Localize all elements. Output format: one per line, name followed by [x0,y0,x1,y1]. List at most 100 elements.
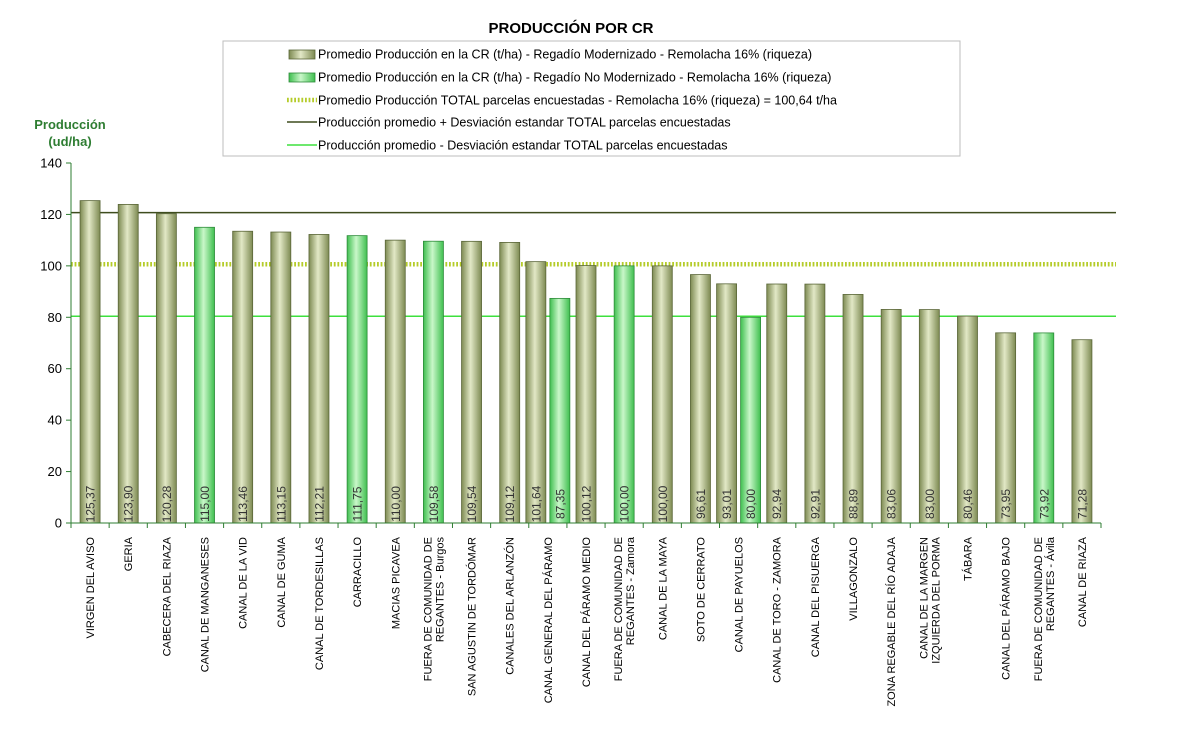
legend-item-average: Promedio Producción TOTAL parcelas encue… [287,94,837,108]
data-label: 80,46 [961,489,975,519]
data-label: 96,61 [694,489,708,519]
data-label: 110,00 [389,486,403,522]
data-label: 100,00 [656,485,670,522]
bars [79,200,1093,524]
data-label: 109,12 [503,485,517,522]
bar-modernizado [384,239,406,524]
data-label: 109,54 [465,485,479,522]
data-label: 92,94 [770,489,784,519]
data-label: 120,28 [160,485,174,522]
bar-modernizado [690,274,711,524]
legend-item-minus-std: Producción promedio - Desviación estanda… [287,139,727,153]
x-category-label: FUERA DE COMUNIDAD DEREGANTES - Ávila [1033,536,1057,681]
y-tick-label: 100 [40,258,62,273]
bar-modernizado [308,234,330,524]
data-labels: 125,37 123,90 120,28 115,00 113,46 113,15 112,… [84,485,1090,522]
data-label: 112,21 [312,486,326,522]
data-label: 101,64 [529,485,543,522]
y-axis-title-line1: Producción [34,117,106,132]
y-tick-label: 80 [48,310,62,325]
bar-no-modernizado [613,265,635,524]
bar-modernizado [117,203,139,524]
x-category-label: SAN AGUSTIN DE TORDÓMAR [466,537,479,696]
x-category-label: CANALES DEL ARLANZÓN [504,537,517,675]
x-category-label: SOTO DE CERRATO [695,537,707,643]
y-tick-label: 60 [48,361,62,376]
x-category-label: CANAL DE MANGANESES [200,537,212,672]
legend-label: Promedio Producción en la CR (t/ha) - Re… [318,71,831,85]
legend-label: Promedio Producción en la CR (t/ha) - Re… [318,48,812,62]
y-tick-label: 0 [55,516,62,531]
legend-item-no-modernizado: Promedio Producción en la CR (t/ha) - Re… [288,71,831,85]
bar-no-modernizado [423,240,444,524]
x-category-label: CANAL GENERAL DEL PÁRAMO [542,537,555,704]
legend-label: Producción promedio - Desviación estanda… [318,139,727,153]
x-category-label: VILLAGONZALO [848,537,860,621]
x-category-label: VIRGEN DEL AVISO [85,537,97,639]
x-category-label: CANAL DE TORO - ZAMORA [772,536,784,683]
data-label: 93,01 [720,489,734,519]
legend-item-plus-std: Producción promedio + Desviación estanda… [287,116,731,130]
x-category-label: CANAL DE LA VID [238,537,250,629]
y-tick-label: 140 [40,156,62,171]
x-category-label: CANAL DEL PÁRAMO BAJO [1000,537,1013,680]
data-label: 125,37 [84,485,98,522]
bar-modernizado [461,240,482,524]
data-label: 113,15 [274,486,288,522]
data-label: 88,89 [847,489,861,519]
chart-title: PRODUCCIÓN POR CR [488,19,653,37]
y-tick-label: 120 [40,207,62,222]
data-label: 80,00 [744,489,758,519]
bar-modernizado [499,242,521,524]
data-label: 83,06 [885,489,899,519]
bar-modernizado [155,213,177,524]
bar-modernizado [232,230,254,524]
bar-modernizado [842,294,864,524]
y-axis-title-line2: (ud/ha) [48,134,91,149]
data-label: 123,90 [122,485,136,522]
data-label: 73,95 [999,489,1013,519]
legend-label: Producción promedio + Desviación estanda… [318,116,731,130]
x-category-label: MACIAS PICAVEA [390,536,402,629]
x-category-label: CANAL DE LA MARGENIZQUIERDA DEL PORMA [918,536,942,663]
bar-modernizado [716,283,737,524]
data-label: 100,00 [618,485,632,522]
bar-no-modernizado [194,226,215,524]
legend-box [222,40,961,157]
bar-modernizado [651,265,673,524]
legend-swatch [288,72,316,83]
data-label: 115,00 [198,486,212,522]
x-category-label: CARRACILLO [352,537,364,608]
legend-item-modernizado: Promedio Producción en la CR (t/ha) - Re… [288,48,812,62]
data-label: 100,12 [580,485,594,522]
legend: Promedio Producción en la CR (t/ha) - Re… [222,40,961,157]
data-label: 71,28 [1075,489,1089,519]
x-category-label: FUERA DE COMUNIDAD DEREGANTES - Zamora [613,536,637,681]
x-category-label: CANAL DE LA MAYA [657,536,669,640]
bar-modernizado [766,283,788,524]
x-category-label: CANAL DE TORDESILLAS [314,537,326,670]
bar-modernizado [575,265,597,524]
x-category-label: CANAL DE GUMA [276,536,288,627]
x-category-label: CANAL DEL PISUERGA [810,536,822,657]
bar-modernizado [804,283,826,524]
axes: 0 20 40 60 80 100 120 140 [40,156,1102,531]
data-label: 92,91 [808,489,822,519]
data-label: 111,75 [351,486,365,521]
data-label: 113,46 [236,486,250,522]
x-category-label: ZONA REGABLE DEL RÍO ADAJA [885,536,898,706]
y-tick-label: 20 [48,464,62,479]
x-category-label: GERIA [123,536,135,571]
bar-modernizado [79,200,101,524]
bar-no-modernizado [346,235,368,524]
x-category-label: TÁBARA [961,536,974,581]
x-category-label: CANAL DE RIAZA [1077,536,1089,627]
legend-swatch [288,49,316,60]
legend-label: Promedio Producción TOTAL parcelas encue… [318,94,837,108]
bar-modernizado [270,231,292,524]
x-category-label: CABECERA DEL RIAZA [161,536,173,656]
x-category-label: CANAL DEL PÁRAMO MEDIO [580,537,593,688]
x-category-label: CANAL DE PAYUELOS [734,537,746,652]
data-label: 109,58 [427,485,441,522]
